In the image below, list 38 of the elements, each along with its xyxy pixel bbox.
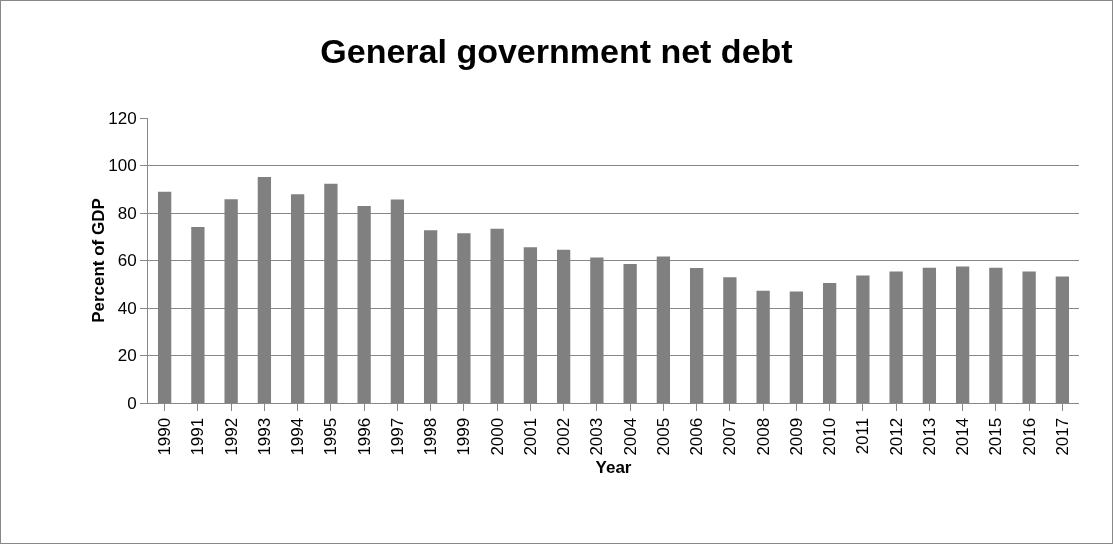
x-tick-label: 2014 [953,417,973,456]
y-tick-label: 100 [108,156,137,176]
x-tick-label: 1993 [254,417,274,456]
x-tick-label: 2017 [1052,417,1072,456]
chart-title: General government net debt [320,31,793,70]
x-tick-label: 2004 [620,417,640,456]
x-tick-label: 2000 [487,417,507,456]
x-tick-label: 2003 [587,417,607,456]
x-tick-label: 2010 [820,417,840,456]
x-tick-label: 1997 [387,417,407,456]
x-tick-label: 2009 [786,417,806,456]
x-tick-label: 2012 [886,417,906,456]
x-tick-label: 1998 [421,417,441,456]
x-tick-label: 2016 [1019,417,1039,456]
y-axis-title: Percent of GDP [89,198,108,323]
x-tick-label: 2002 [554,417,574,456]
x-tick-label: 1999 [454,417,474,456]
x-tick-label: 2015 [986,417,1006,456]
x-tick-label: 1990 [155,417,175,456]
y-tick-label: 40 [117,298,137,318]
x-tick-label: 2013 [919,417,939,456]
x-tick-label: 1994 [288,417,308,456]
y-tick-label: 0 [127,393,137,413]
x-tick-label: 1995 [321,417,341,456]
x-tick-label: 2011 [853,417,873,455]
x-tick-label: 2008 [753,417,773,456]
x-tick-label: 1992 [221,417,241,456]
y-tick-label: 20 [117,346,137,366]
x-tick-label: 2006 [687,417,707,456]
y-tick-label: 60 [117,251,137,271]
y-tick-label: 80 [117,203,137,223]
y-tick-label: 120 [108,108,137,128]
x-tick-label: 2005 [653,417,673,456]
x-tick-label: 2007 [720,417,740,456]
x-tick-label: 2001 [520,417,540,456]
x-tick-label: 1991 [188,417,208,456]
x-axis-title: Year [595,457,632,477]
x-tick-label: 1996 [354,417,374,456]
